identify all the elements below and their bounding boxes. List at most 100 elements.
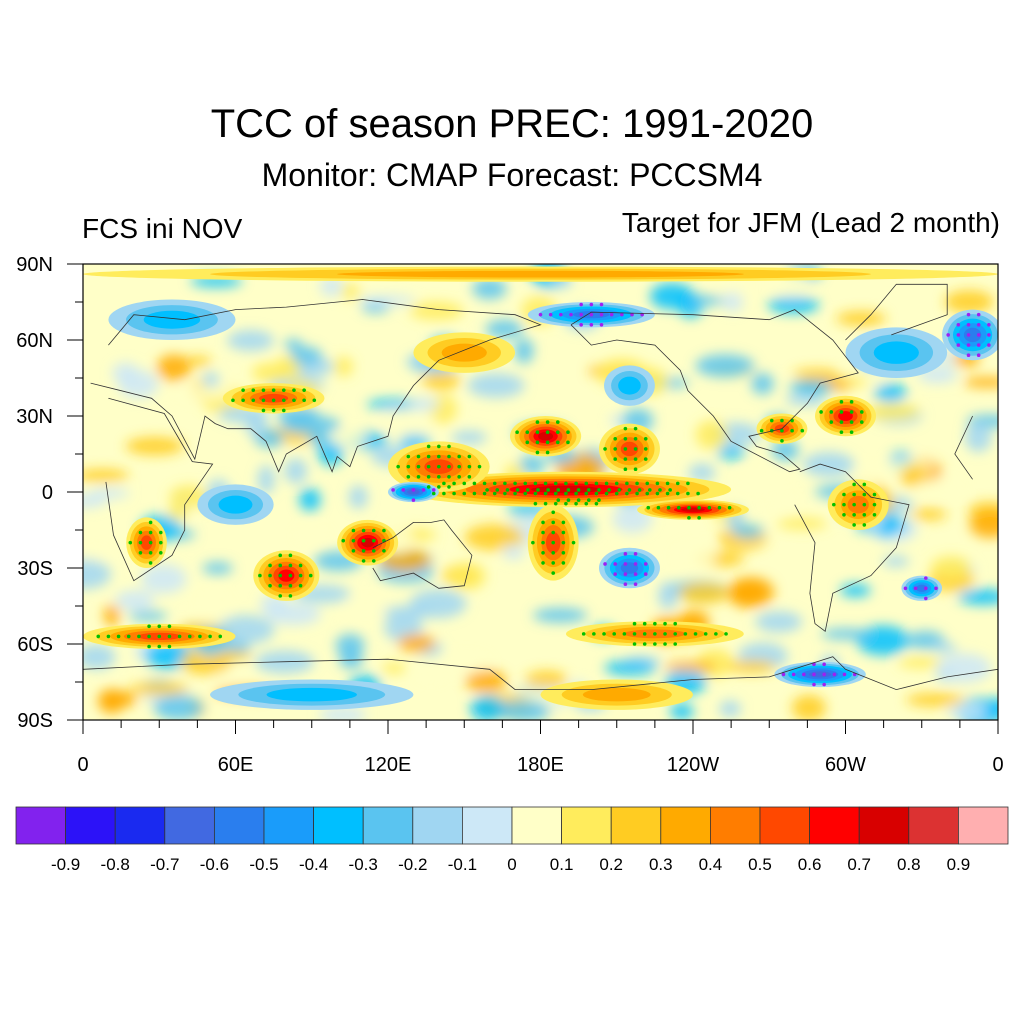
coastlines [83, 283, 998, 691]
stipple-dot [829, 410, 834, 414]
stipple-dot [351, 538, 356, 543]
stipple-dot [966, 323, 971, 327]
x-tick-label: 180E [517, 754, 564, 776]
field-cell [789, 380, 834, 394]
field-cell [251, 362, 290, 383]
stipple-dot [208, 634, 212, 639]
field-cell [366, 398, 422, 410]
stipple-dot [673, 632, 678, 636]
y-tick-label: 90N [16, 254, 53, 276]
stipple-dot [147, 624, 151, 629]
x-tick-label: 120E [365, 754, 412, 776]
chart-title: TCC of season PREC: 1991-2020 [210, 102, 814, 146]
stipple-dot [697, 505, 701, 510]
field-cell [227, 330, 275, 351]
field-cell [112, 362, 139, 384]
stipple-dot [535, 450, 540, 455]
stipple-dot [541, 530, 545, 535]
stipple-dot [663, 642, 667, 646]
field-cell [319, 276, 344, 297]
stipple-dot [862, 502, 867, 507]
left-string: FCS ini NOV [82, 213, 243, 244]
stipple-dot [812, 682, 816, 687]
stipple-dot [564, 481, 568, 486]
stipple-dot [536, 488, 540, 492]
field-cell [470, 695, 506, 720]
stipple-dot [613, 572, 618, 576]
colorbar-label: -0.5 [249, 855, 278, 874]
field-cell [969, 510, 998, 538]
stipple-dot [523, 491, 528, 496]
stipple-dot [371, 528, 376, 533]
field-cell [83, 559, 111, 589]
colorbar-box [958, 806, 1009, 845]
stipple-dot [241, 388, 245, 392]
colorbar-label: -0.2 [398, 855, 427, 874]
colorbar-label: 0.3 [649, 855, 673, 874]
stipple-dot [566, 430, 570, 435]
field-cell [485, 319, 524, 339]
field-cell [914, 478, 965, 495]
stipple-dot [288, 553, 293, 558]
colorbar-box [759, 806, 810, 845]
stipple-dot [426, 464, 431, 469]
region-antarctic-east [266, 687, 357, 702]
stipple-dot [696, 491, 700, 496]
field-cell [333, 356, 353, 377]
stipple-dot [653, 642, 657, 646]
colorbar-box [561, 806, 612, 845]
stipple-dot [791, 672, 796, 677]
field-cell [856, 625, 910, 656]
stipple-dot [467, 454, 472, 459]
stipple-dot [261, 398, 266, 403]
stipple-dot [849, 430, 854, 435]
stipple-dot [872, 502, 877, 507]
field-cell [200, 592, 228, 621]
stipple-dot [633, 447, 638, 451]
field-cell [793, 368, 840, 381]
stipple-dot [535, 430, 540, 435]
stipple-dot [829, 420, 834, 424]
stipple-dot [663, 632, 667, 636]
stipple-dot [966, 353, 971, 358]
stipple-dot [569, 312, 573, 317]
stipple-dot [288, 563, 293, 568]
stipple-dot [603, 447, 607, 451]
stipple-dot [839, 400, 844, 404]
field-cell [103, 604, 120, 627]
field-cell [518, 455, 546, 475]
field-cell [284, 338, 303, 351]
stipple-dot [492, 491, 497, 496]
field-cell [751, 372, 774, 395]
stipple-dot [717, 505, 722, 510]
stipple-dot [545, 430, 550, 435]
stipple-dot [849, 420, 854, 424]
stipple-dot [457, 464, 461, 469]
field-cell [675, 543, 716, 570]
stipple-dot [632, 632, 637, 636]
field-cell [223, 705, 244, 720]
field-cell [773, 497, 793, 510]
field-cell [771, 439, 799, 462]
stipple-dot [635, 481, 639, 486]
field-cell [397, 634, 436, 653]
right-string: Target for JFM (Lead 2 month) [621, 207, 1000, 238]
stipple-dot [727, 505, 732, 510]
stipple-dot [467, 475, 472, 479]
stipple-dot [457, 475, 461, 479]
stipple-dot [607, 488, 611, 492]
stipple-dot [292, 388, 296, 392]
colorbar-label: 0.6 [798, 855, 822, 874]
stipple-dot [406, 464, 411, 469]
stipple-dot [396, 464, 400, 469]
stipple-dot [167, 634, 172, 639]
stipple-dot [538, 312, 543, 317]
colorbar-box [511, 806, 562, 845]
stipple-dot [800, 428, 805, 433]
stipple-dot [812, 672, 816, 677]
stipple-dot [584, 501, 589, 506]
stipple-dot [665, 491, 670, 496]
stipple-dot [426, 485, 431, 489]
stipple-dot [485, 488, 489, 492]
stipple-dot [531, 540, 535, 545]
